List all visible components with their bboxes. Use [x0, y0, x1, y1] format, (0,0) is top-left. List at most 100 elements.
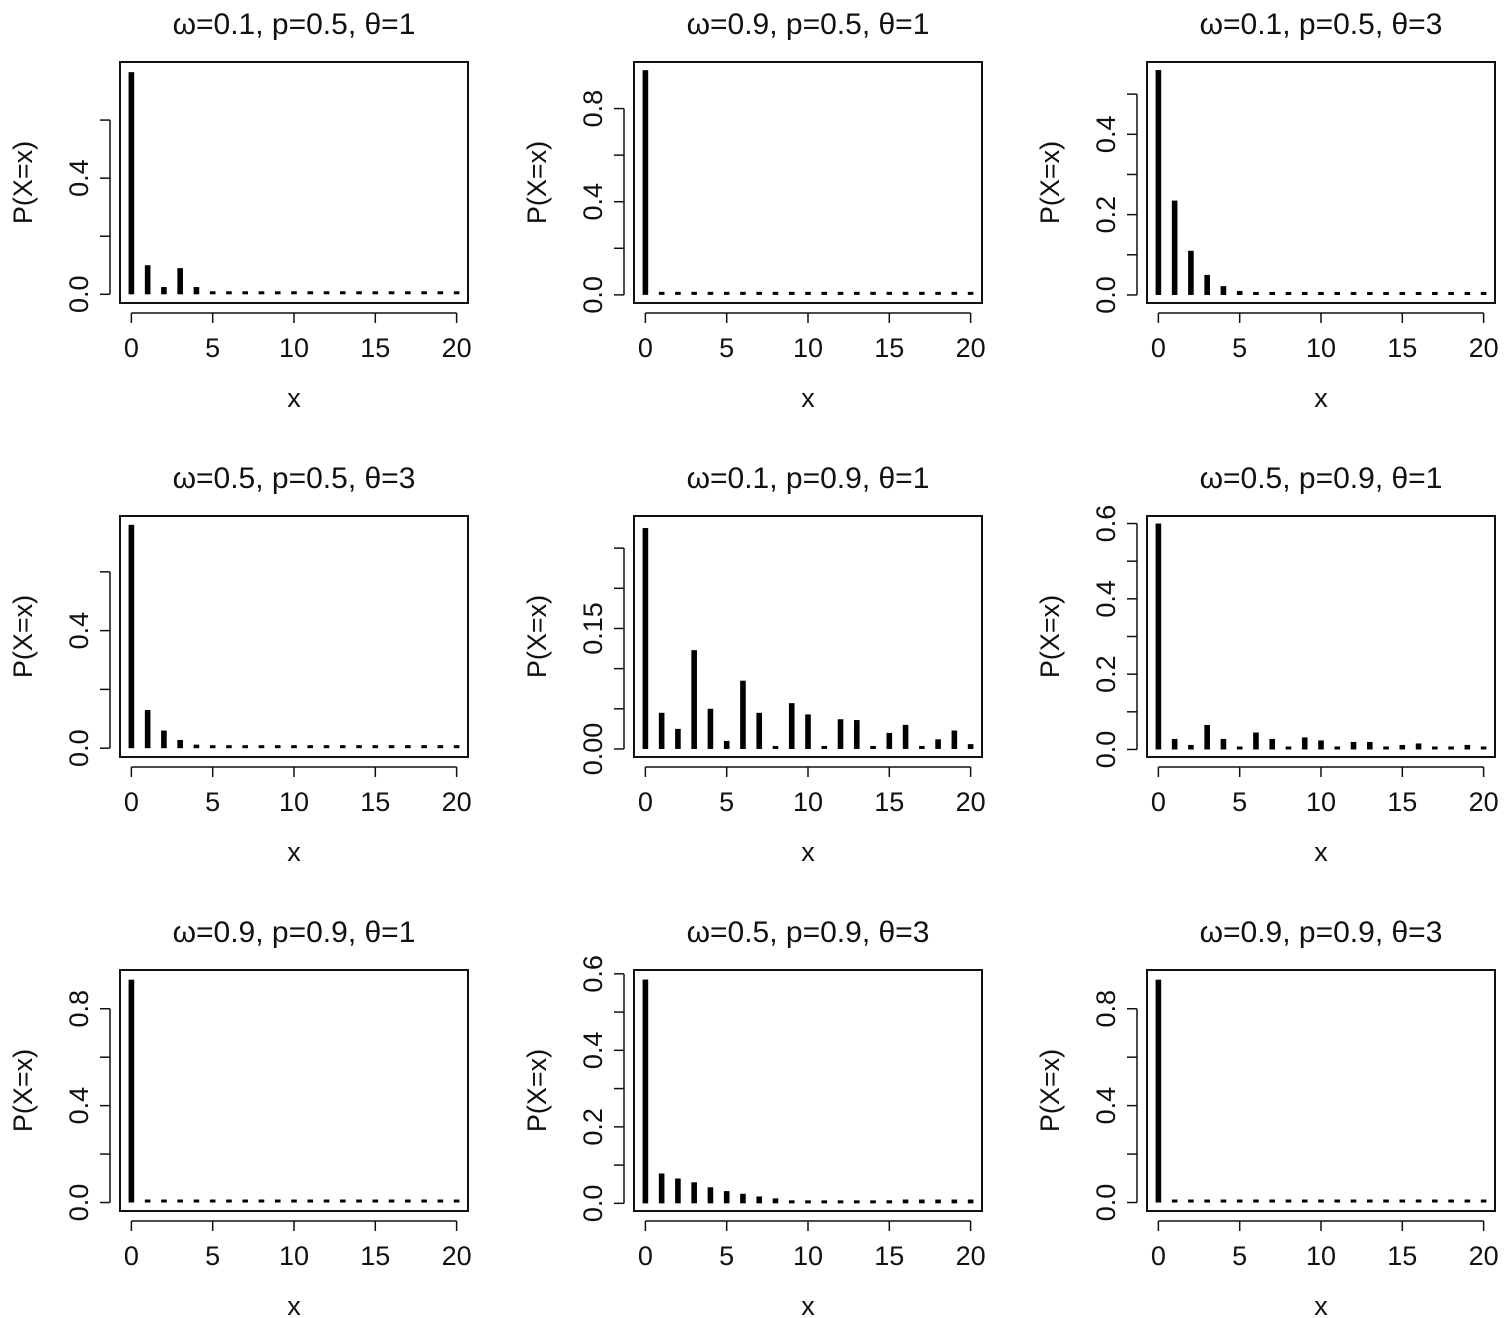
bar-x-20: [453, 745, 460, 749]
bar-x-20: [967, 291, 974, 295]
plot-frame: [1146, 515, 1496, 758]
bar-x-3: [691, 291, 697, 295]
bar-x-15: [886, 291, 893, 295]
bar-x-8: [772, 745, 779, 749]
y-axis-label: P(X=x): [8, 141, 38, 224]
bar-x-17: [405, 745, 411, 749]
bar-x-0: [128, 979, 135, 1203]
bar-x-12: [837, 1200, 844, 1204]
bar-x-18: [935, 1199, 941, 1204]
x-tick-label: 10: [1306, 787, 1336, 817]
bar-x-3: [177, 1199, 183, 1203]
bar-x-12: [323, 291, 330, 295]
bar-x-4: [1220, 1199, 1227, 1203]
bar-x-1: [144, 709, 151, 749]
y-tick-label: 0.0: [1091, 1184, 1121, 1222]
bar-x-14: [1383, 1199, 1389, 1203]
bar-x-1: [658, 291, 665, 295]
chart-panel-1: ω=0.1, p=0.5, θ=1 0 5 10 15 20 0.0 0.4 x P(X=x): [8, 8, 472, 413]
chart-title: ω=0.1, p=0.9, θ=1: [687, 462, 930, 495]
y-tick-label: 0.2: [1091, 655, 1121, 693]
y-axis-label: P(X=x): [1035, 595, 1065, 678]
bar-x-5: [1236, 290, 1243, 295]
y-tick-label: 0.4: [1091, 1087, 1121, 1125]
bar-x-15: [372, 1199, 379, 1203]
y-tick-label: 0.0: [1091, 276, 1121, 314]
bar-x-17: [405, 291, 411, 295]
y-tick-label: 0.8: [578, 90, 608, 128]
bar-x-14: [356, 1199, 362, 1203]
bar-x-4: [707, 708, 714, 749]
bar-x-8: [1285, 1199, 1292, 1203]
y-axis-label: P(X=x): [522, 595, 552, 678]
bar-x-9: [1301, 291, 1308, 295]
chart-panel-5: ω=0.1, p=0.9, θ=1 0 5 10 15 20 0.00 0.15 x P(X=x): [522, 462, 986, 867]
bar-x-19: [437, 291, 444, 295]
x-tick-label: 5: [205, 787, 220, 817]
bar-x-15: [1399, 291, 1406, 295]
bar-x-19: [1464, 1199, 1471, 1203]
x-axis-label: x: [801, 383, 815, 413]
bar-x-18: [1448, 1199, 1454, 1203]
bar-x-18: [1448, 291, 1454, 295]
chart-panel-9: ω=0.9, p=0.9, θ=3 0 5 10 15 20 0.0 0.4 0.8 x P(X=x…: [1035, 916, 1499, 1318]
chart-title: ω=0.1, p=0.5, θ=3: [1200, 8, 1443, 41]
bar-x-19: [1464, 744, 1471, 750]
bar-x-10: [805, 1200, 811, 1204]
bar-x-9: [1301, 737, 1308, 750]
bar-x-8: [772, 1198, 779, 1204]
bar-x-4: [193, 1199, 200, 1203]
bar-x-15: [1399, 1199, 1406, 1203]
x-tick-label: 20: [1469, 1241, 1499, 1271]
chart-panel-6: ω=0.5, p=0.9, θ=1 0 5 10 15 20 0.0 0.2 0.4 0.6 x P(…: [1035, 462, 1499, 867]
bar-x-20: [1480, 746, 1487, 750]
bar-x-12: [1350, 741, 1357, 750]
bar-x-11: [307, 745, 314, 749]
bar-x-19: [951, 730, 958, 749]
chart-panel-3: ω=0.1, p=0.5, θ=3 0 5 10 15 20 0.0 0.2 0.4 x P(X=x…: [1035, 8, 1499, 413]
y-tick-label: 0.0: [64, 276, 94, 314]
bar-x-1: [1171, 738, 1178, 750]
bar-x-12: [837, 719, 844, 749]
chart-panel-8: ω=0.5, p=0.9, θ=3 0 5 10 15 20 0.0 0.2 0.4 0.6 x P(…: [522, 916, 986, 1318]
bar-x-7: [756, 712, 763, 749]
bar-x-18: [421, 291, 427, 295]
bar-x-0: [1155, 523, 1162, 750]
bar-x-11: [821, 1200, 828, 1204]
bar-x-6: [1253, 291, 1259, 295]
bar-x-19: [1464, 291, 1471, 295]
bar-x-7: [242, 745, 249, 749]
bar-x-4: [193, 287, 200, 295]
x-tick-label: 0: [1151, 333, 1166, 363]
bar-x-0: [128, 72, 135, 295]
y-tick-label: 0.8: [1091, 990, 1121, 1028]
x-tick-label: 0: [124, 1241, 139, 1271]
bar-x-10: [805, 714, 811, 749]
chart-title: ω=0.9, p=0.9, θ=1: [173, 916, 416, 949]
bar-x-16: [388, 291, 395, 295]
bar-x-14: [870, 291, 876, 295]
bar-x-9: [788, 703, 795, 749]
bar-x-17: [1432, 746, 1438, 750]
x-tick-label: 20: [956, 333, 986, 363]
y-axis-label: P(X=x): [1035, 141, 1065, 224]
x-tick-label: 10: [793, 787, 823, 817]
x-tick-label: 10: [793, 333, 823, 363]
bar-x-2: [675, 1178, 681, 1204]
bar-x-9: [274, 1199, 281, 1203]
x-tick-label: 5: [719, 1241, 734, 1271]
bar-x-5: [723, 740, 730, 749]
chart-title: ω=0.5, p=0.9, θ=3: [687, 916, 930, 949]
bar-x-17: [919, 1199, 925, 1204]
bar-x-7: [756, 291, 763, 295]
bar-x-12: [1350, 291, 1357, 295]
y-tick-label: 0.00: [578, 723, 608, 776]
bar-x-1: [658, 712, 665, 749]
bar-x-13: [339, 1199, 346, 1203]
chart-panel-2: ω=0.9, p=0.5, θ=1 0 5 10 15 20 0.0 0.4 0.8 x P(X=x…: [522, 8, 986, 413]
bar-x-15: [886, 732, 893, 749]
bar-x-19: [951, 291, 958, 295]
bar-x-2: [675, 728, 681, 749]
chart-title: ω=0.9, p=0.9, θ=3: [1200, 916, 1443, 949]
